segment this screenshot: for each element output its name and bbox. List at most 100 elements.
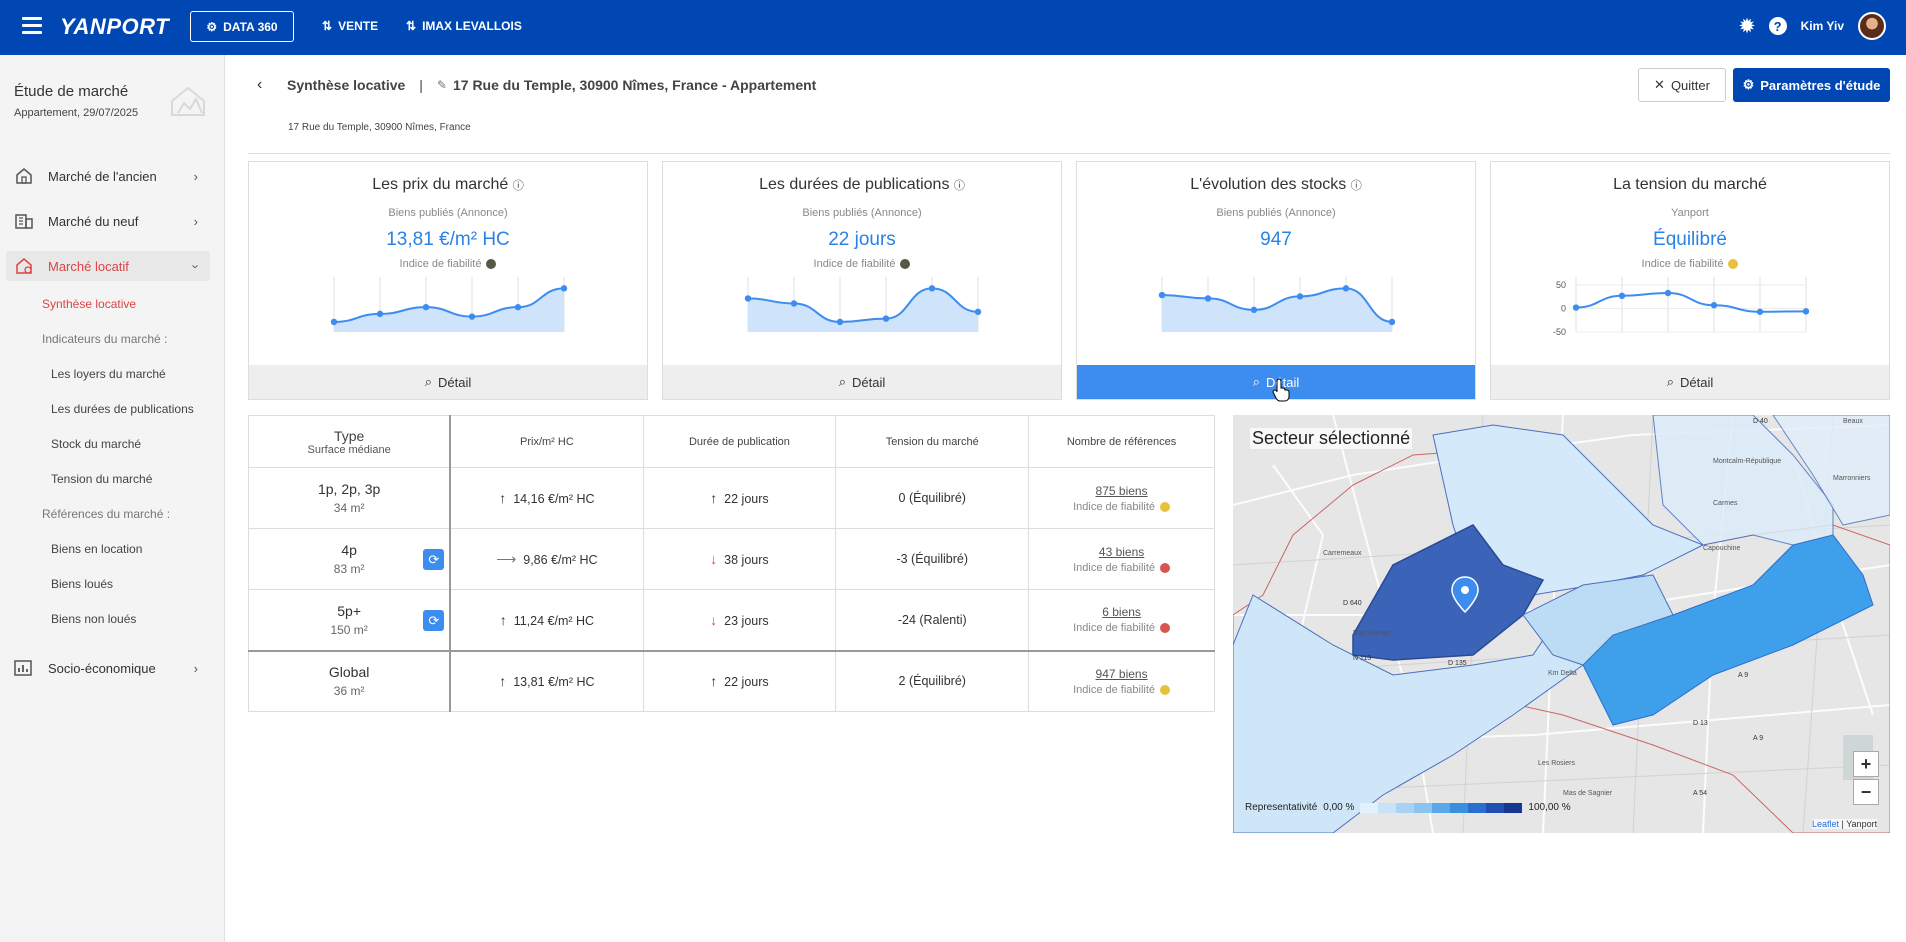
data-point[interactable] [1342, 285, 1350, 292]
data-point[interactable] [422, 303, 430, 311]
map[interactable]: D 40 D 640 N 113 A 54 D 13 A 9 D 135 A 9 Montcal… [1233, 415, 1890, 833]
logo[interactable]: YANPORT [60, 14, 170, 39]
divider [248, 153, 1890, 154]
data-point[interactable] [560, 285, 568, 292]
sidebar-item-ancien[interactable]: Marché de l'ancien › [6, 161, 210, 191]
cell-prix: ⟶ 9,86 €/m² HC [449, 528, 644, 590]
map-legend: Representativité 0,00 % 100,00 % [1245, 802, 1571, 813]
data-point[interactable] [882, 315, 890, 322]
sidebar-sub-tension[interactable]: Tension du marché [51, 472, 153, 486]
cell-type: Global 36 m² [248, 649, 452, 712]
data-point[interactable] [836, 318, 844, 326]
data-point[interactable] [1756, 308, 1764, 315]
data-point[interactable] [790, 300, 798, 307]
info-icon[interactable]: ⓘ [953, 180, 965, 192]
house-key-icon [14, 257, 36, 275]
data-point[interactable] [1296, 293, 1304, 300]
params-label: Paramètres d'étude [1760, 77, 1881, 93]
sidebar-sub-non-loues[interactable]: Biens non loués [51, 612, 137, 626]
info-icon[interactable]: ⓘ [1350, 180, 1362, 192]
data-point[interactable] [1802, 308, 1810, 315]
data-point[interactable] [1710, 302, 1718, 309]
card-tension: La tension du marché Yanport Équilibré I… [1490, 161, 1890, 400]
data-point[interactable] [928, 285, 936, 292]
avatar[interactable] [1858, 12, 1886, 40]
header-refs: Nombre de références [1028, 415, 1215, 468]
menu-icon[interactable] [22, 17, 42, 34]
cell-refs: 947 biens Indice de fiabilité [1028, 649, 1215, 712]
nav-vente[interactable]: ⇅ VENTE [322, 19, 378, 33]
sidebar-sub-durees[interactable]: Les durées de publications [51, 402, 194, 416]
leaflet-link[interactable]: Leaflet [1812, 819, 1840, 829]
cell-refs: 6 biens Indice de fiabilité [1028, 589, 1215, 651]
legend-swatch [1486, 802, 1505, 813]
sidebar-item-label: Marché locatif [48, 258, 129, 274]
series-line [1161, 287, 1393, 323]
sidebar-sub-loues[interactable]: Biens loués [51, 577, 114, 591]
nav-imax-levallois[interactable]: ⇅ IMAX LEVALLOIS [406, 19, 522, 33]
data-point[interactable] [1618, 292, 1626, 300]
data-point[interactable] [330, 318, 338, 326]
summary-table: Type Surface médiane Prix/m² HC Durée de… [248, 415, 1215, 712]
cell-prix: ↑ 13,81 €/m² HC [449, 649, 644, 712]
user-name[interactable]: Kim Yiv [1800, 19, 1844, 33]
legend-swatch [1378, 802, 1397, 813]
refs-link[interactable]: 6 biens [1102, 605, 1141, 620]
map-road-label: D 13 [1693, 720, 1708, 727]
card-subtitle: Biens publiés (Annonce) [802, 207, 922, 219]
theme-toggle-icon[interactable]: ✹ [1739, 15, 1755, 36]
study-subtitle: Appartement, 29/07/2025 [14, 107, 139, 119]
sidebar-item-socio[interactable]: Socio-économique › [6, 653, 210, 683]
house-hand-icon [14, 167, 36, 185]
study-address: 17 Rue du Temple, 30900 Nîmes, France [288, 122, 471, 133]
location-pin-icon[interactable] [1451, 576, 1479, 614]
data-point[interactable] [974, 308, 982, 316]
data-point[interactable] [1572, 304, 1580, 311]
data360-button[interactable]: ⚙ DATA 360 [190, 11, 294, 42]
data-point[interactable] [1158, 291, 1166, 299]
data-point[interactable] [744, 295, 752, 302]
refresh-icon[interactable]: ⟳ [423, 610, 445, 631]
refs-link[interactable]: 43 biens [1098, 544, 1145, 559]
edit-icon[interactable]: ✎ [436, 78, 447, 92]
sidebar-sub-loyers[interactable]: Les loyers du marché [51, 367, 166, 381]
data-point[interactable] [1664, 289, 1672, 297]
data-point[interactable] [1250, 306, 1258, 314]
detail-button[interactable]: ⌕ Détail [1491, 365, 1889, 399]
cell-refs: 43 biens Indice de fiabilité [1028, 528, 1215, 590]
sidebar-sub-synthese[interactable]: Synthèse locative [42, 297, 137, 311]
sidebar-item-locatif[interactable]: Marché locatif › [6, 251, 210, 281]
refs-link[interactable]: 947 biens [1095, 666, 1148, 681]
refs-link[interactable]: 875 biens [1095, 483, 1148, 498]
zoom-out-button[interactable]: − [1853, 779, 1879, 805]
data-point[interactable] [468, 313, 476, 320]
back-icon[interactable]: ‹ [257, 76, 263, 93]
sidebar-sub-stock[interactable]: Stock du marché [51, 437, 142, 451]
cell-type: 1p, 2p, 3p 34 m² [248, 467, 452, 529]
cell-tension: -3 (Équilibré) [835, 528, 1030, 590]
data-point[interactable] [1388, 318, 1396, 326]
refresh-icon[interactable]: ⟳ [423, 549, 445, 570]
card-prix: Les prix du marché ⓘ Biens publiés (Anno… [248, 161, 648, 400]
help-icon[interactable]: ? [1768, 17, 1787, 35]
breadcrumb-title[interactable]: Synthèse locative [287, 77, 406, 93]
data-point[interactable] [514, 303, 522, 311]
detail-button[interactable]: ⌕ Détail [663, 365, 1061, 399]
cell-prix: ↑ 11,24 €/m² HC [449, 589, 644, 651]
card-subtitle: Yanport [1671, 207, 1709, 219]
sidebar-item-neuf[interactable]: Marché du neuf › [6, 206, 210, 236]
detail-button[interactable]: ⌕ Détail [249, 365, 647, 399]
zoom-in-button[interactable]: + [1853, 751, 1879, 777]
hand-cursor-icon [1272, 378, 1290, 402]
data-point[interactable] [376, 310, 384, 318]
legend-max: 100,00 % [1528, 802, 1571, 813]
map-road-label: A 9 [1738, 672, 1748, 679]
sparkline-tension: 50 0 -50 [1553, 277, 1810, 337]
card-stocks: L'évolution des stocks ⓘ Biens publiés (… [1076, 161, 1476, 400]
data-point[interactable] [1204, 295, 1212, 302]
quit-button[interactable]: ✕ Quitter [1638, 68, 1726, 102]
sidebar-item-label: Marché du neuf [48, 213, 139, 229]
sidebar-sub-en-location[interactable]: Biens en location [51, 542, 143, 556]
study-params-button[interactable]: ⚙ Paramètres d'étude [1733, 68, 1890, 102]
info-icon[interactable]: ⓘ [512, 180, 524, 192]
